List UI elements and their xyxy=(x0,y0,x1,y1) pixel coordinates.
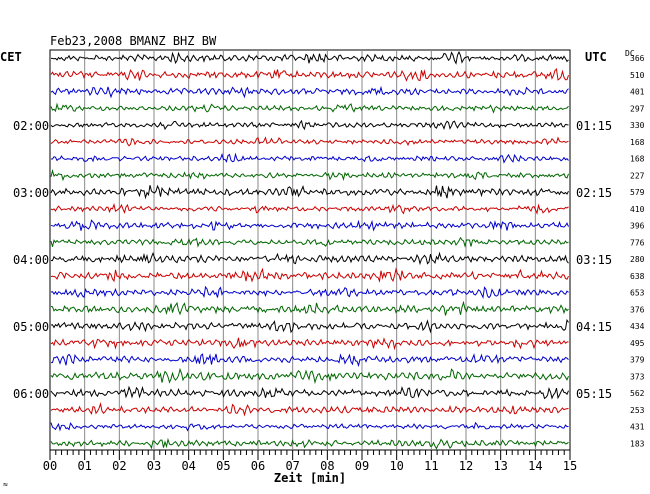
x-tick-label: 14 xyxy=(528,459,542,473)
trace-row-11 xyxy=(50,219,569,232)
right-timezone-label: UTC xyxy=(585,50,607,64)
trace-row-18 xyxy=(50,337,569,351)
x-tick-label: 09 xyxy=(355,459,369,473)
dc-value: 168 xyxy=(630,138,645,147)
trace-row-5 xyxy=(50,119,569,131)
right-hour-label: 04:15 xyxy=(576,320,612,334)
trace-row-22 xyxy=(50,402,569,417)
dc-value: 373 xyxy=(630,372,645,381)
left-timezone-label: CET xyxy=(0,50,22,64)
x-tick-label: 00 xyxy=(43,459,57,473)
dc-value: 396 xyxy=(630,222,645,231)
dc-value: 379 xyxy=(630,356,645,365)
dc-value: 510 xyxy=(630,71,645,80)
right-hour-label: 05:15 xyxy=(576,387,612,401)
dc-value: 297 xyxy=(630,104,645,113)
dc-value: 253 xyxy=(630,406,645,415)
trace-row-10 xyxy=(50,202,569,215)
footer-mark: ≈ xyxy=(3,480,8,489)
trace-row-8 xyxy=(50,168,569,182)
x-tick-label: 02 xyxy=(112,459,126,473)
trace-row-4 xyxy=(50,102,569,114)
right-hour-label: 02:15 xyxy=(576,186,612,200)
trace-row-21 xyxy=(50,385,569,400)
x-tick-label: 05 xyxy=(216,459,230,473)
trace-row-12 xyxy=(50,236,569,248)
trace-row-19 xyxy=(50,353,569,368)
dc-value: 227 xyxy=(630,171,645,180)
x-tick-label: 06 xyxy=(251,459,265,473)
dc-value: 280 xyxy=(630,255,645,264)
dc-value: 431 xyxy=(630,423,645,432)
trace-row-24 xyxy=(50,437,569,450)
dc-value: 376 xyxy=(630,305,645,314)
trace-row-1 xyxy=(51,50,569,65)
dc-value: 776 xyxy=(630,238,645,247)
left-hour-label: 02:00 xyxy=(13,119,49,133)
x-tick-label: 04 xyxy=(181,459,195,473)
dc-value: 401 xyxy=(630,88,645,97)
trace-row-9 xyxy=(50,184,569,200)
dc-value: 330 xyxy=(630,121,645,130)
left-hour-label: 03:00 xyxy=(13,186,49,200)
dc-column-header: DC xyxy=(625,49,635,58)
dc-value: 434 xyxy=(630,322,645,331)
trace-row-2 xyxy=(50,68,569,82)
x-tick-label: 13 xyxy=(493,459,507,473)
dc-value: 653 xyxy=(630,289,645,298)
trace-row-15 xyxy=(50,285,569,299)
trace-row-20 xyxy=(50,367,569,385)
dc-value: 366 xyxy=(630,54,645,63)
left-hour-label: 04:00 xyxy=(13,253,49,267)
x-tick-label: 07 xyxy=(285,459,299,473)
x-tick-label: 12 xyxy=(459,459,473,473)
left-hour-label: 06:00 xyxy=(13,387,49,401)
trace-row-3 xyxy=(50,85,569,99)
trace-row-6 xyxy=(50,136,569,147)
right-hour-label: 03:15 xyxy=(576,253,612,267)
dc-value: 183 xyxy=(630,439,645,448)
dc-value: 638 xyxy=(630,272,645,281)
trace-row-14 xyxy=(50,267,569,283)
trace-row-23 xyxy=(50,421,569,432)
x-axis-label: Zeit [min] xyxy=(274,471,346,485)
trace-row-16 xyxy=(50,300,569,316)
x-tick-label: 08 xyxy=(320,459,334,473)
trace-row-13 xyxy=(50,251,569,266)
x-tick-label: 10 xyxy=(389,459,403,473)
trace-row-17 xyxy=(50,318,569,334)
x-tick-label: 15 xyxy=(563,459,577,473)
x-tick-label: 03 xyxy=(147,459,161,473)
dc-value: 168 xyxy=(630,155,645,164)
trace-row-7 xyxy=(51,152,569,164)
left-hour-label: 05:00 xyxy=(13,320,49,334)
dc-value: 562 xyxy=(630,389,645,398)
right-hour-label: 01:15 xyxy=(576,119,612,133)
x-tick-label: 11 xyxy=(424,459,438,473)
x-tick-label: 01 xyxy=(77,459,91,473)
dc-value: 410 xyxy=(630,205,645,214)
chart-title: Feb23,2008 BMANZ BHZ BW xyxy=(50,34,217,48)
dc-value: 495 xyxy=(630,339,645,348)
dc-value: 579 xyxy=(630,188,645,197)
